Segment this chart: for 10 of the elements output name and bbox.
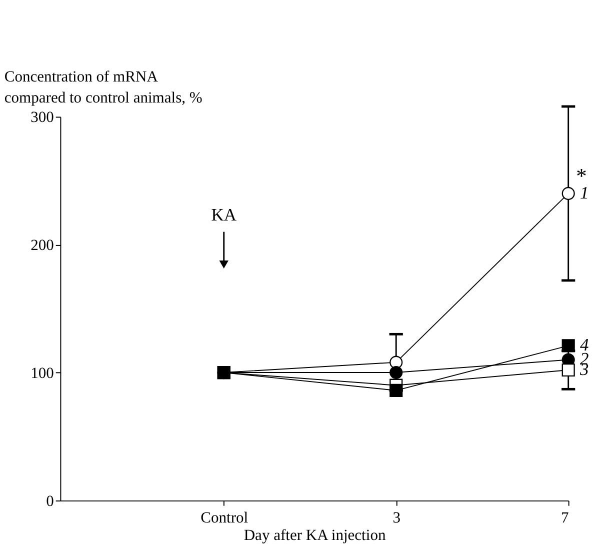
x-tick-label: 3 <box>392 509 401 526</box>
y-axis-title: Concentration of mRNA compared to control animals, % <box>4 68 202 107</box>
annotation: KA <box>211 204 237 224</box>
x-tick-label: Control <box>200 509 248 526</box>
y-tick-label: 300 <box>30 109 54 126</box>
y-tick-label: 0 <box>46 492 54 510</box>
x-tick-label: 7 <box>561 509 570 526</box>
y-tick-label: 200 <box>30 236 54 254</box>
x-axis-title: Day after KA injection <box>244 526 386 544</box>
y-tick-label: 100 <box>30 364 54 382</box>
